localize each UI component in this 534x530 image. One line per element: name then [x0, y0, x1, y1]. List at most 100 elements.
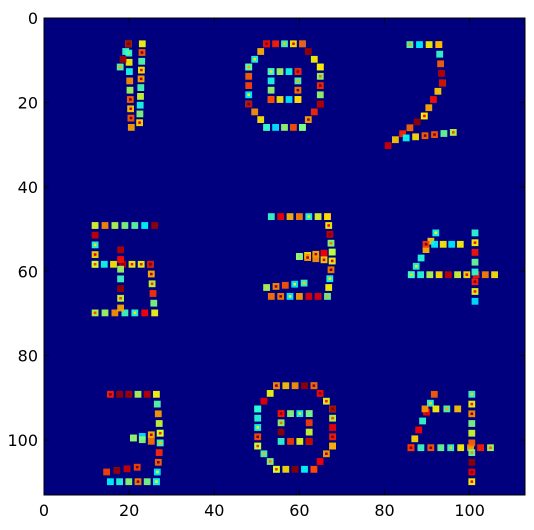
heatmap-cell [257, 48, 265, 55]
heatmap-cell [429, 402, 432, 405]
heatmap-cell [325, 399, 328, 403]
heatmap-cell [110, 260, 117, 268]
heatmap-cell [452, 131, 455, 134]
heatmap-cell [143, 478, 151, 486]
heatmap-cell [426, 271, 434, 279]
heatmap-cell [322, 258, 326, 262]
heatmap-cell [316, 91, 324, 99]
heatmap-cell [93, 243, 97, 247]
heatmap-cell [456, 240, 464, 248]
heatmap-cell [141, 222, 149, 229]
heatmap-cell [140, 68, 143, 72]
heatmap-cell [119, 55, 127, 63]
heatmap-cell [454, 271, 461, 279]
heatmap-cell [137, 84, 145, 91]
heatmap-cell [290, 124, 297, 131]
heatmap-cell [276, 68, 284, 75]
heatmap-cell [439, 79, 446, 87]
heatmap-cell [123, 465, 131, 473]
heatmap-cell [301, 465, 308, 473]
heatmap-cell [417, 444, 425, 452]
heatmap-cell [444, 271, 452, 279]
heatmap-cell [384, 142, 392, 149]
heatmap-cell [93, 253, 97, 256]
heatmap-cell [268, 460, 272, 463]
x-tick-label: 60 [289, 501, 309, 520]
heatmap-cell [299, 124, 306, 131]
heatmap-cell [477, 444, 484, 452]
heatmap-cell [291, 382, 299, 390]
heatmap-cell [470, 480, 474, 483]
heatmap-cell [138, 436, 146, 444]
heatmap-cell [130, 263, 134, 266]
heatmap-cell [305, 419, 313, 427]
heatmap-cell [296, 293, 303, 300]
heatmap-cell [471, 229, 479, 237]
heatmap-cell [151, 309, 159, 317]
heatmap-cell [287, 410, 294, 417]
heatmap-cell [434, 231, 438, 235]
heatmap-cell [150, 282, 154, 285]
heatmap-cell [127, 124, 135, 131]
heatmap-cell [471, 268, 479, 276]
x-tick-label: 80 [374, 501, 394, 520]
heatmap-cell [126, 77, 134, 85]
heatmap-cell [267, 86, 275, 94]
plot-frame [43, 17, 526, 496]
heatmap-cell [153, 390, 160, 398]
heatmap-cell [314, 253, 318, 256]
heatmap-cell [432, 405, 440, 413]
heatmap-cell [305, 428, 313, 436]
heatmap-cell [125, 58, 133, 66]
heatmap-cell [276, 96, 284, 103]
heatmap-cell [293, 468, 297, 471]
heatmap-cell [136, 480, 140, 483]
heatmap-cell [331, 407, 334, 411]
heatmap-cell [287, 438, 294, 445]
heatmap-cell [424, 243, 428, 246]
heatmap-cell [299, 40, 306, 48]
heatmap-cell [125, 478, 133, 486]
heatmap-cell [410, 273, 413, 276]
heatmap-cell [272, 40, 279, 48]
heatmap-cell [118, 65, 122, 69]
heatmap-cell [269, 70, 273, 73]
heatmap-cell [254, 405, 262, 413]
heatmap-cell [491, 271, 498, 279]
heatmap-cell [470, 451, 474, 454]
heatmap-cell [449, 446, 452, 449]
heatmap-cell [140, 51, 144, 54]
heatmap-cell [143, 390, 151, 398]
heatmap-cell [277, 213, 285, 220]
heatmap-cell [294, 96, 302, 103]
heatmap-cell [247, 93, 251, 97]
heatmap-cell [149, 290, 157, 297]
heatmap-cell [296, 88, 300, 92]
heatmap-cell [324, 213, 331, 220]
heatmap-cell [417, 271, 424, 279]
heatmap-cell [266, 390, 274, 397]
heatmap-cell [155, 449, 163, 456]
heatmap-cell [409, 446, 413, 449]
heatmap-cell [267, 213, 275, 220]
heatmap-cell [135, 465, 139, 469]
heatmap-cell [109, 393, 112, 396]
heatmap-cell [329, 424, 336, 431]
heatmap-cell [412, 133, 419, 141]
y-tick-label: 80 [18, 347, 38, 366]
heatmap-cell [314, 293, 322, 300]
heatmap-cell [471, 297, 479, 305]
heatmap-cell [117, 265, 124, 273]
heatmap-cell [263, 124, 270, 131]
heatmap-cell [150, 299, 158, 307]
heatmap-cell [439, 240, 447, 248]
heatmap-cell [470, 412, 474, 415]
heatmap-cell [310, 465, 318, 473]
heatmap-cell [310, 55, 318, 63]
heatmap-cell [151, 222, 159, 229]
heatmap-cell [402, 134, 410, 142]
heatmap-cell [468, 439, 476, 447]
heatmap-cell [138, 57, 146, 65]
heatmap-cell [274, 285, 278, 288]
